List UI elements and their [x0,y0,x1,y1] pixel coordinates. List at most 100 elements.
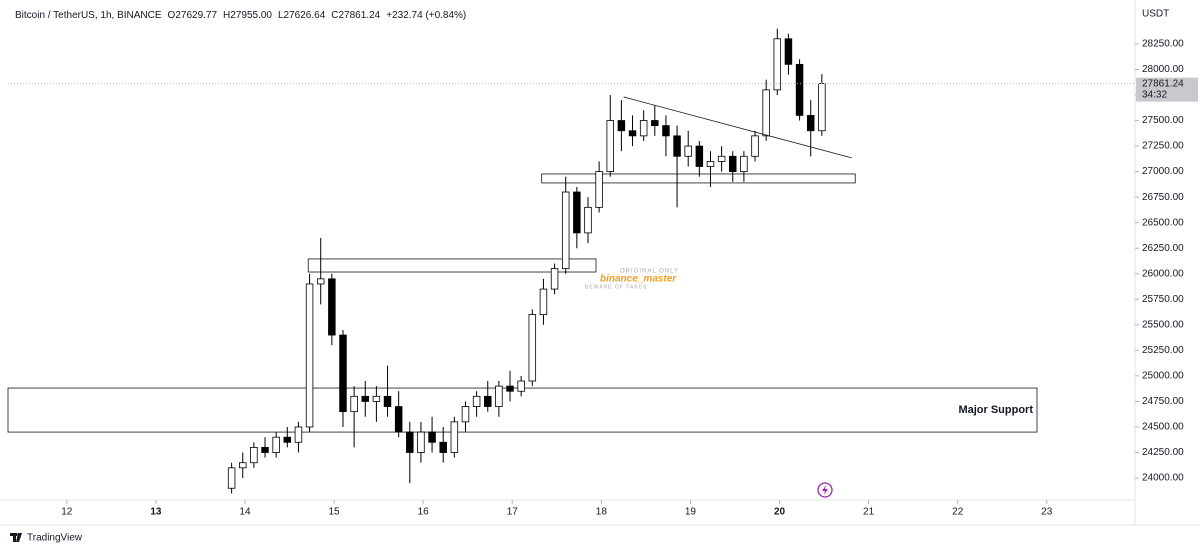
candle-body [517,380,525,392]
y-tick-label: 26250.00 [1142,243,1184,254]
candle-body [806,115,815,132]
candle-body [261,446,269,453]
candle-body [350,395,358,413]
candle-body [639,120,648,137]
candle-body [795,63,804,116]
candle-body [628,130,637,137]
candle-body [617,120,626,132]
chart-header: Bitcoin / TetherUS, 1h, BINANCE O27629.77… [15,10,472,21]
candle-body [706,160,715,167]
candle-body [740,155,748,173]
candle-body [573,191,581,234]
y-tick-label: 26750.00 [1142,192,1184,203]
header-field: +232.74 (+0.84%) [386,10,467,21]
currency-label: USDT [1142,9,1169,20]
y-tick-label: 27250.00 [1142,141,1184,152]
event-icon[interactable] [817,482,833,498]
y-tick-label: 24250.00 [1142,447,1184,458]
candle-body [773,38,782,91]
candle-body [439,441,447,453]
symbol: Bitcoin / TetherUS, 1h, BINANCE [15,10,162,21]
candle-body [673,135,681,157]
y-tick-label: 26500.00 [1142,217,1184,228]
y-tick-label: 25250.00 [1142,345,1184,356]
candle-body [272,436,280,453]
x-tick-label: 18 [596,507,608,518]
header-field: O27629.77 [167,10,218,21]
candle-body [550,268,559,290]
candle-body [762,89,770,137]
last-price-box [1136,77,1198,102]
x-tick-label: 14 [239,507,251,518]
x-tick-label: 19 [685,507,697,518]
header-field: L27626.64 [277,10,326,21]
candle-body [227,467,236,489]
y-tick-label: 26000.00 [1142,268,1184,279]
candle-body [651,120,659,127]
x-tick-label: 13 [150,507,162,518]
candle-body [328,278,336,336]
y-tick-label: 25750.00 [1142,294,1184,305]
header-field: H27955.00 [223,10,272,21]
candle-body [595,171,603,208]
candle-body [484,395,492,407]
event-icon-bolt [822,485,828,495]
candle-body [539,288,548,316]
candle-body [528,314,537,382]
candle-body [316,278,325,285]
candle-body [751,135,759,157]
candle-body [495,385,503,407]
watermark-top: ORIGINAL ONLY [620,269,679,275]
x-tick-label: 21 [863,507,875,518]
x-tick-label: 17 [507,507,519,518]
candle-body [361,395,369,402]
watermark-main: binance_master [600,274,677,285]
candle-body [283,436,292,443]
x-tick-label: 23 [1041,507,1053,518]
candle-body [561,191,570,270]
candle-body [662,125,670,137]
candle-body [372,395,381,402]
y-tick-label: 25500.00 [1142,319,1184,330]
zone-label: Major Support [958,404,1033,416]
candle-body [383,395,392,407]
y-tick-label: 27000.00 [1142,166,1184,177]
y-tick-label: 24750.00 [1142,396,1184,407]
candle-body [695,145,704,167]
last-price-label: 27861.24 [1142,78,1184,89]
y-tick-label: 27500.00 [1142,115,1184,126]
candle-body [294,426,303,443]
candle-body [684,145,692,157]
candle-body [417,431,425,453]
zone [307,258,597,273]
candle-body [450,421,459,453]
x-tick-label: 20 [774,507,786,518]
trendline [623,96,852,159]
candle-body [729,155,737,173]
candle-body [818,83,826,132]
candle-body [717,155,726,162]
candle-body [506,385,514,392]
candle-body [339,334,347,413]
x-tick-label: 22 [952,507,964,518]
zone [541,173,856,184]
candle-body [784,38,793,65]
candle-body [239,462,247,469]
candle-body [428,431,436,443]
brand-name: TradingView [27,533,83,544]
candle-body [472,395,481,407]
candle-body [461,406,470,423]
y-tick-label: 28250.00 [1142,39,1184,50]
candle-body [305,283,314,428]
watermark-bottom: BEWARE OF FAKES [585,284,647,290]
y-tick-label: 24000.00 [1142,473,1184,484]
candle-body [584,206,592,234]
countdown-label: 34:32 [1142,89,1167,100]
header-field: C27861.24 [331,10,381,21]
brand-logo [10,533,22,542]
candle-body [394,406,403,433]
candle-body [250,446,258,464]
